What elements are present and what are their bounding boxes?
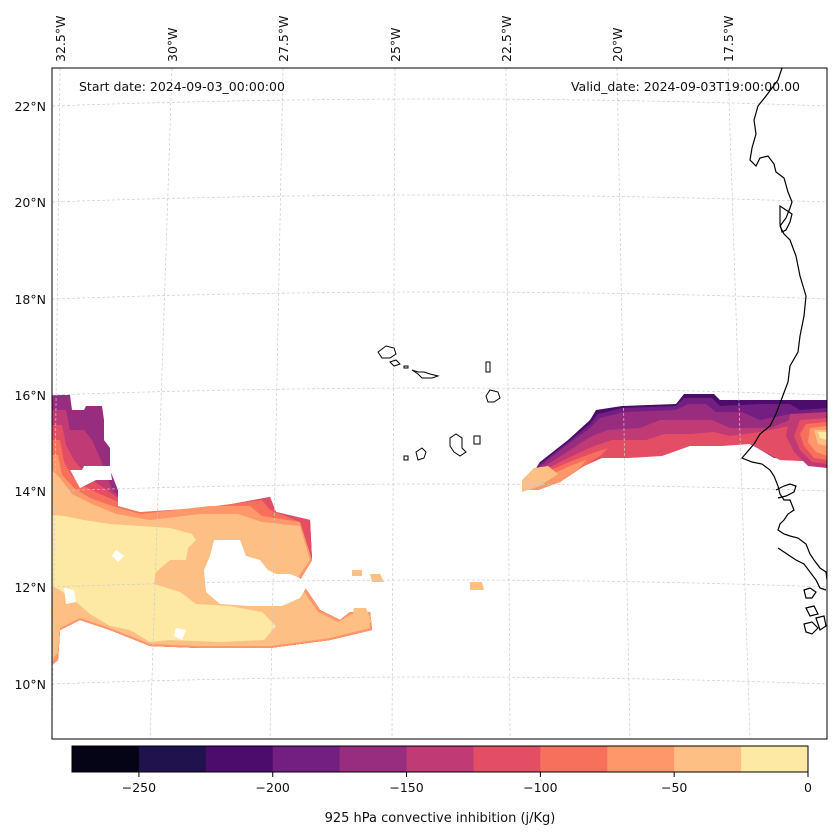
colorbar-swatch — [339, 746, 408, 772]
lon-label-27-5w: 27.5°W — [276, 16, 291, 62]
coast-mauritania-senegal — [740, 68, 827, 581]
meridian-30w — [149, 68, 173, 739]
parallel-10n — [52, 676, 827, 685]
colorbar-swatch — [205, 746, 274, 772]
cin-west-gap-4 — [112, 550, 124, 562]
cape-verde-islands — [377, 345, 501, 461]
island-boa-vista — [485, 389, 501, 403]
african-coastline — [740, 68, 827, 635]
cin-east-level-50 — [522, 466, 558, 492]
island-maio — [473, 435, 481, 445]
parallel-16n — [52, 387, 827, 396]
cin-east-level-125 — [522, 424, 827, 490]
colorbar-swatch — [272, 746, 341, 772]
island-fogo — [415, 447, 427, 461]
colorbar-swatch — [473, 746, 541, 772]
lat-label-22n: 22°N — [14, 99, 46, 114]
coast-bijagos-1 — [803, 587, 817, 599]
lat-label-18n: 18°N — [14, 292, 46, 307]
island-santo-antao — [377, 345, 397, 359]
cin-patch-4 — [352, 608, 372, 628]
colorbar-swatch — [138, 746, 207, 772]
lon-label-30w: 30°W — [165, 27, 180, 62]
coast-guinea-bissau — [777, 547, 827, 591]
meridian-27-5w — [269, 68, 284, 739]
coast-bijagos-2 — [805, 605, 819, 617]
lat-label-20n: 20°N — [14, 195, 46, 210]
start-date-label: Start date: 2024-09-03_00:00:00 — [79, 79, 285, 94]
lat-label-10n: 10°N — [14, 677, 46, 692]
valid-date-label: Valid_date: 2024-09-03T19:00:00.00 — [571, 79, 800, 94]
colorbar-swatch — [72, 746, 140, 772]
colorbar-swatch — [741, 746, 809, 772]
colorbar-tick-label: −250 — [122, 780, 156, 795]
island-santa-luzia — [403, 365, 409, 369]
lat-label-14n: 14°N — [14, 484, 46, 499]
colorbar-tick-label: −150 — [389, 780, 423, 795]
parallel-12n — [52, 579, 827, 588]
colorbar-ticks: −250 −200 −150 −100 −50 0 — [122, 772, 812, 795]
colorbar-label: 925 hPa convective inhibition (j/Kg) — [325, 811, 556, 826]
graticule — [52, 68, 827, 739]
cin-west-level-25 — [52, 515, 276, 642]
colorbar-tick-label: 0 — [804, 780, 812, 795]
colorbar-tick-label: −50 — [661, 780, 687, 795]
lon-label-25w: 25°W — [388, 27, 403, 62]
island-santiago — [449, 433, 467, 457]
island-sao-vicente — [389, 359, 401, 367]
lon-label-17-5w: 17.5°W — [721, 16, 736, 62]
colorbar-swatch — [540, 746, 608, 772]
coast-gambia-inlet — [775, 483, 797, 499]
cin-west-gap-1 — [70, 466, 112, 488]
lon-label-22-5w: 22.5°W — [499, 16, 514, 62]
lat-label-12n: 12°N — [14, 580, 46, 595]
map-panel — [51, 67, 828, 740]
parallel-18n — [52, 291, 827, 300]
parallel-14n — [52, 483, 827, 492]
map-frame — [51, 67, 828, 740]
meridian-32-5w — [52, 68, 61, 739]
colorbar-tick-label: −100 — [523, 780, 557, 795]
parallel-22n — [52, 98, 827, 107]
cin-patch-3 — [470, 582, 484, 590]
colorbar-frame — [71, 745, 809, 773]
cin-east-coast-25 — [818, 432, 827, 440]
lon-label-20w: 20°W — [610, 27, 625, 62]
latitude-labels: 22°N 20°N 18°N 16°N 14°N 12°N 10°N — [14, 99, 46, 692]
lat-label-16n: 16°N — [14, 388, 46, 403]
coast-cap-blanc — [779, 204, 793, 233]
cin-west-gap-3 — [204, 540, 306, 606]
coast-bijagos-4 — [815, 615, 827, 631]
meridian-20w — [616, 68, 631, 739]
longitude-labels: 32.5°W 30°W 27.5°W 25°W 22.5°W 20°W 17.5… — [53, 16, 736, 62]
cin-contours-west — [52, 395, 372, 665]
cin-contours-scatter — [352, 570, 484, 628]
colorbar-tick-label: −200 — [256, 780, 290, 795]
parallel-20n — [52, 194, 827, 203]
colorbar-swatch — [674, 746, 742, 772]
cin-west-gap-7 — [320, 556, 346, 572]
island-sal — [485, 361, 491, 373]
colorbar-swatch — [607, 746, 675, 772]
cin-west-gap-6 — [174, 628, 186, 640]
cin-west-gap-5 — [64, 588, 76, 604]
lon-label-32-5w: 32.5°W — [53, 16, 68, 62]
coast-bijagos-3 — [803, 621, 819, 635]
colorbar-swatch — [406, 746, 474, 772]
meridian-17-5w — [727, 68, 751, 739]
meridian-25w — [391, 68, 396, 739]
island-brava — [403, 455, 409, 461]
island-sao-nicolau — [411, 369, 440, 379]
cin-west-gap-2 — [118, 490, 262, 512]
cin-contours-east — [522, 394, 827, 492]
colorbar-swatches — [72, 746, 809, 772]
cin-patch-1 — [352, 570, 362, 576]
colorbar: −250 −200 −150 −100 −50 0 925 hPa convective … — [71, 745, 812, 826]
meridian-22-5w — [505, 68, 511, 739]
